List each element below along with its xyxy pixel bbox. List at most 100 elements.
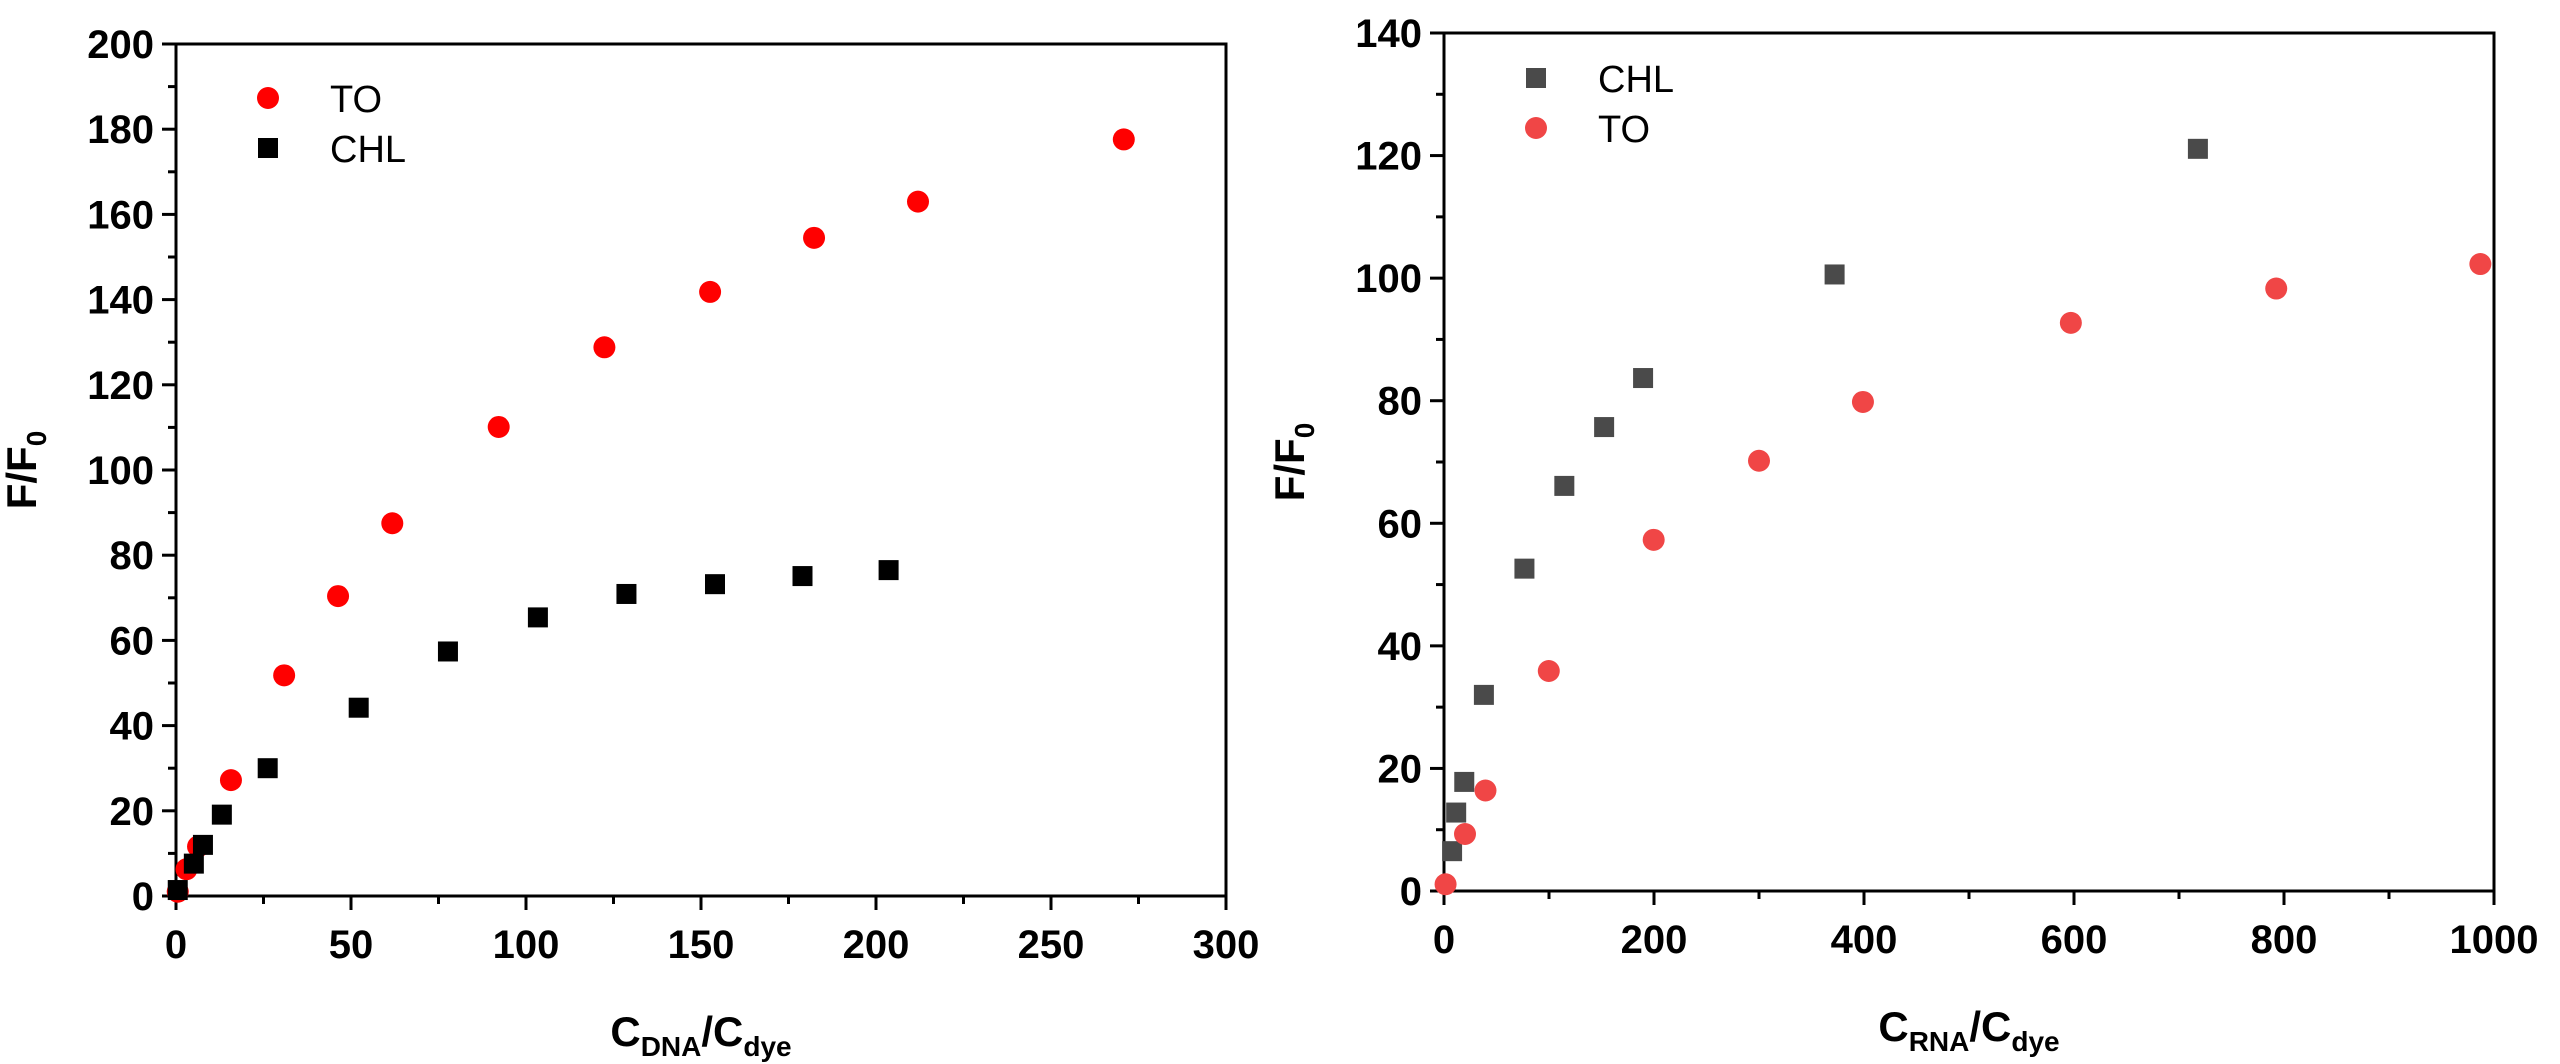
legend-label: CHL [1598, 59, 1674, 101]
data-point [1851, 390, 1874, 413]
label-part: F/F [1266, 438, 1313, 501]
data-point [878, 560, 899, 581]
y-tick-label: 100 [87, 449, 154, 493]
data-point [1446, 802, 1467, 823]
legend-marker [258, 138, 278, 158]
label-part: /C [701, 1008, 743, 1055]
x-tick-label: 800 [2251, 918, 2318, 962]
data-point [699, 280, 722, 303]
y-axis-title: F/F0 [1266, 423, 1320, 502]
label-part: dye [2011, 1026, 2059, 1057]
label-part: dye [743, 1031, 791, 1062]
y-tick-label: 120 [1355, 135, 1422, 179]
legend-marker [1525, 117, 1547, 139]
chart-panel-2: 0 200 400 600 800 1000 0 20 40 60 80 100 120 140 CRNA/… [1266, 12, 2538, 1057]
data-point [792, 566, 813, 587]
y-tick-label: 40 [1378, 625, 1423, 669]
y-tick-label: 0 [132, 875, 154, 919]
x-tick-label: 250 [1018, 923, 1085, 967]
data-point [327, 585, 350, 608]
data-point [1442, 841, 1463, 862]
data-point [167, 880, 188, 901]
data-point [1112, 128, 1135, 151]
data-point [2265, 277, 2288, 300]
data-point [1594, 417, 1615, 438]
data-point [1473, 684, 1494, 705]
label-part: /C [1969, 1003, 2011, 1050]
label-part: C [610, 1008, 640, 1055]
data-point [381, 512, 404, 535]
data-point [273, 664, 296, 687]
data-point [192, 834, 213, 855]
legend-label: TO [1598, 109, 1650, 151]
label-part: DNA [641, 1031, 702, 1062]
y-tick-label: 160 [87, 193, 154, 237]
data-point [2469, 253, 2492, 276]
data-point [257, 758, 278, 779]
data-point [593, 336, 616, 359]
data-point [2187, 138, 2208, 159]
x-tick-label: 200 [1621, 918, 1688, 962]
y-axis-title: F/F0 [0, 431, 52, 510]
x-tick-label: 50 [329, 923, 374, 967]
data-point [1454, 771, 1475, 792]
y-tick-label: 40 [110, 705, 155, 749]
data-point [437, 641, 458, 662]
data-point [2059, 311, 2082, 334]
y-tick-label: 20 [1378, 747, 1423, 791]
y-tick-label: 120 [87, 364, 154, 408]
y-tick-label: 200 [87, 23, 154, 67]
data-point [907, 190, 929, 213]
y-tick-label: 180 [87, 108, 154, 152]
series-chl [1442, 138, 2208, 862]
data-point [219, 769, 242, 792]
plot-frame [1442, 31, 2496, 893]
y-tick-label: 140 [1355, 12, 1422, 56]
x-tick-label: 600 [2041, 918, 2108, 962]
y-tick-label: 80 [1378, 380, 1423, 424]
data-point [1514, 558, 1535, 579]
x-axis-title: CRNA/Cdye [1878, 1003, 2059, 1057]
data-point [1454, 823, 1476, 846]
x-tick-label: 0 [165, 923, 187, 967]
legend-marker [1526, 68, 1546, 88]
data-point [1434, 873, 1457, 896]
label-part: C [1878, 1003, 1908, 1050]
x-tick-label: 150 [668, 923, 735, 967]
label-part: 0 [1289, 423, 1320, 439]
y-tick-label: 100 [1355, 257, 1422, 301]
data-point [1633, 368, 1654, 389]
x-tick-label: 200 [843, 923, 910, 967]
label-part: RNA [1909, 1026, 1970, 1057]
legend-label: CHL [330, 129, 406, 171]
x-axis-title: CDNA/Cdye [610, 1008, 791, 1062]
series-chl [167, 560, 899, 901]
y-tick-label: 0 [1400, 870, 1422, 914]
legend-marker [257, 87, 279, 109]
x-tick-label: 300 [1193, 923, 1260, 967]
y-tick-label: 20 [110, 790, 155, 834]
data-point [1474, 779, 1497, 802]
label-part: 0 [21, 431, 52, 447]
data-point [1748, 449, 1770, 472]
data-point [348, 697, 369, 718]
plot-frame [174, 42, 1228, 898]
data-point [183, 853, 204, 874]
y-tick-label: 60 [110, 619, 155, 663]
y-tick-label: 60 [1378, 502, 1423, 546]
x-tick-label: 400 [1831, 918, 1898, 962]
y-tick-label: 140 [87, 279, 154, 323]
data-point [705, 574, 725, 595]
data-point [1537, 659, 1560, 682]
x-tick-label: 0 [1433, 918, 1455, 962]
legend-label: TO [330, 79, 382, 121]
chart-panel-1: 0 50 100 150 200 250 300 0 20 40 60 80 100 120 140 160 1… [0, 23, 1259, 1062]
label-part: F/F [0, 446, 45, 509]
data-point [527, 607, 548, 628]
data-point [616, 583, 637, 604]
x-tick-label: 100 [493, 923, 560, 967]
data-point [487, 415, 510, 438]
data-point [1554, 475, 1575, 496]
data-point [1642, 528, 1665, 551]
